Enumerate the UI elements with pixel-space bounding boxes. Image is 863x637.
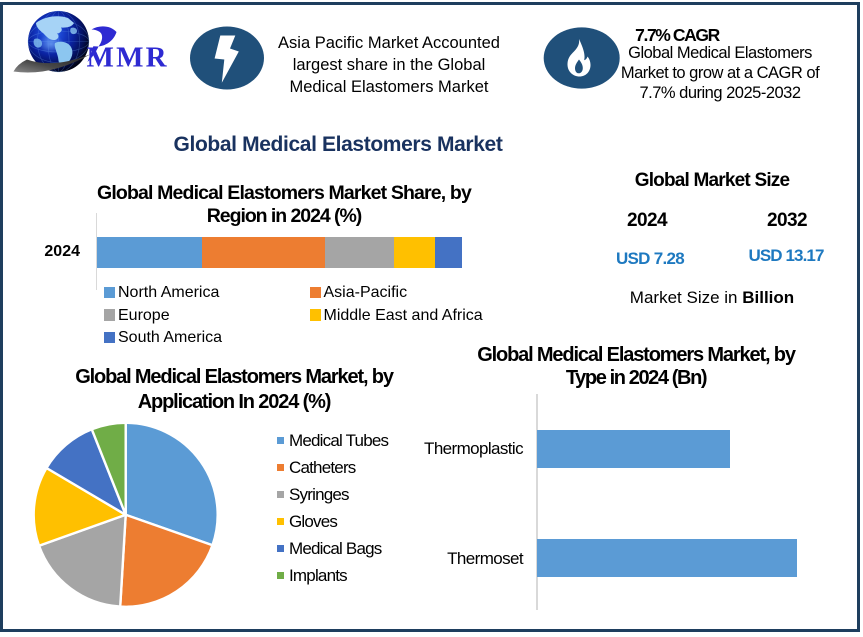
svg-text:MMR: MMR bbox=[87, 42, 169, 74]
